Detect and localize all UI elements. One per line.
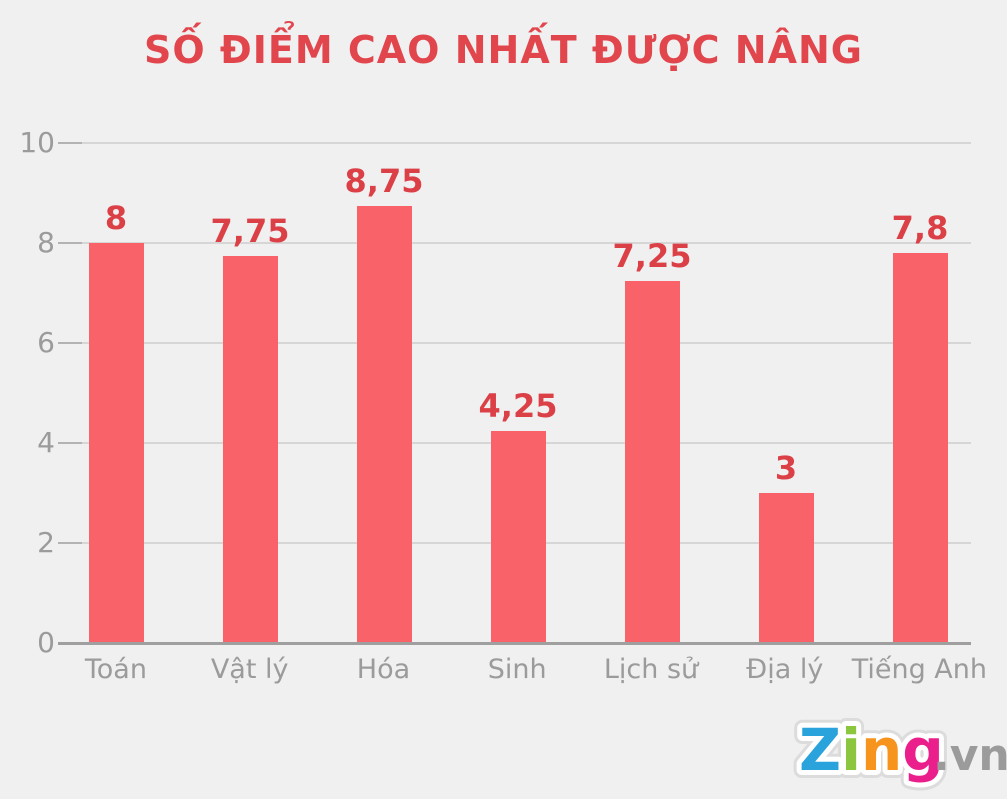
bar	[222, 255, 278, 643]
bar	[88, 243, 144, 643]
axis-tick	[58, 442, 82, 444]
y-tick-label: 6	[37, 326, 55, 359]
bar-value-label: 3	[774, 449, 798, 487]
bar-column: 7,75	[183, 143, 317, 643]
bar-value-label: 4,25	[478, 386, 558, 425]
bar-value-label: 8,75	[344, 161, 424, 200]
bar-column: 3	[719, 143, 853, 643]
bar	[624, 280, 680, 643]
y-tick-label: 10	[19, 126, 55, 159]
bar-column: 7,25	[585, 143, 719, 643]
bar-value-label: 7,8	[891, 209, 949, 247]
category-label: Lịch sử	[603, 654, 699, 685]
bar-column: 8	[49, 143, 183, 643]
category-label: Toán	[84, 654, 147, 685]
category-label: Tiếng Anh	[851, 654, 987, 685]
category-label: Hóa	[356, 654, 411, 685]
zing-logo[interactable]: Zing Zing .vn	[791, 708, 1007, 794]
logo-word: Zing	[799, 716, 944, 784]
x-axis-line	[58, 642, 971, 645]
category-axis-labels: Toán Vật lý Hóa Sinh Lịch sử Địa lý Tiếng Anh	[49, 650, 987, 690]
y-tick-label: 8	[37, 226, 55, 259]
bar	[356, 205, 412, 643]
gridline	[58, 142, 971, 144]
category-label: Sinh	[487, 654, 547, 685]
bar	[892, 253, 948, 643]
category-label: Địa lý	[746, 654, 824, 685]
gridline	[58, 242, 971, 244]
axis-tick	[58, 142, 82, 144]
bar-value-label: 7,75	[210, 211, 290, 250]
chart-title: SỐ ĐIỂM CAO NHẤT ĐƯỢC NÂNG	[144, 28, 863, 72]
bar-value-label: 7,25	[612, 236, 692, 275]
gridline	[58, 342, 971, 344]
logo-suffix: .vn	[933, 730, 1007, 781]
category-label: Vật lý	[210, 654, 289, 685]
axis-tick	[58, 242, 82, 244]
bar-column: 4,25	[451, 143, 585, 643]
bars-container: 8 7,75 8,75 4,25 7,25 3 7,8	[49, 143, 987, 643]
y-tick-label: 4	[37, 426, 55, 459]
logo-bubble-rim: Zing	[799, 716, 944, 784]
y-tick-label: 2	[37, 526, 55, 559]
bar-value-label: 8	[104, 199, 128, 237]
bar-column: 8,75	[317, 143, 451, 643]
bar	[490, 430, 546, 643]
axis-tick	[58, 542, 82, 544]
bar	[758, 493, 814, 643]
bar-column: 7,8	[853, 143, 987, 643]
y-tick-label: 0	[37, 626, 55, 659]
axis-tick	[58, 342, 82, 344]
